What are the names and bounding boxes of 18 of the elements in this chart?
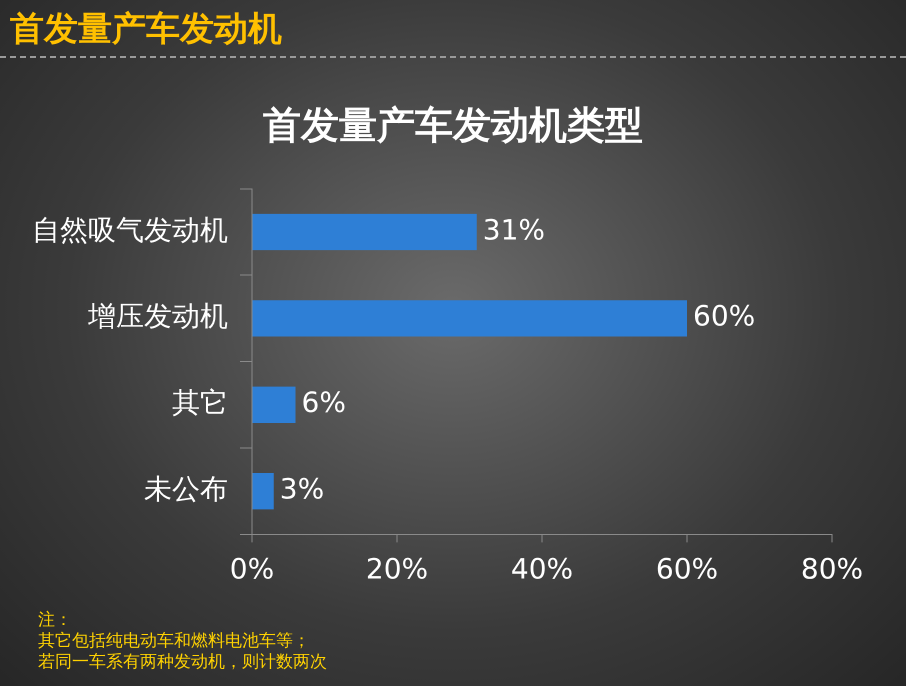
x-tick-label: 60%	[656, 552, 718, 586]
y-tick-label: 未公布	[144, 472, 228, 506]
chart-title: 首发量产车发动机	[10, 8, 282, 51]
data-label: 60%	[693, 300, 756, 333]
x-tick-label: 0%	[230, 552, 274, 586]
text: 若同一车系有两种发动机，则计数两次	[38, 652, 327, 673]
y-tick-label: 增压发动机	[87, 300, 228, 333]
chart-subtitle: 首发量产车发动机类型	[262, 102, 644, 149]
y-tick-label: 自然吸气发动机	[32, 213, 228, 246]
data-label: 31%	[482, 213, 545, 246]
text: 注：	[38, 610, 73, 631]
x-tick-label: 20%	[366, 552, 428, 586]
data-label: 3%	[280, 472, 324, 506]
data-label: 6%	[302, 386, 346, 420]
text: 其它包括纯电动车和燃料电池车等；	[38, 631, 311, 652]
x-tick-label: 80%	[800, 552, 864, 586]
y-tick-label: 其它	[172, 386, 228, 420]
x-tick-label: 40%	[510, 552, 574, 586]
